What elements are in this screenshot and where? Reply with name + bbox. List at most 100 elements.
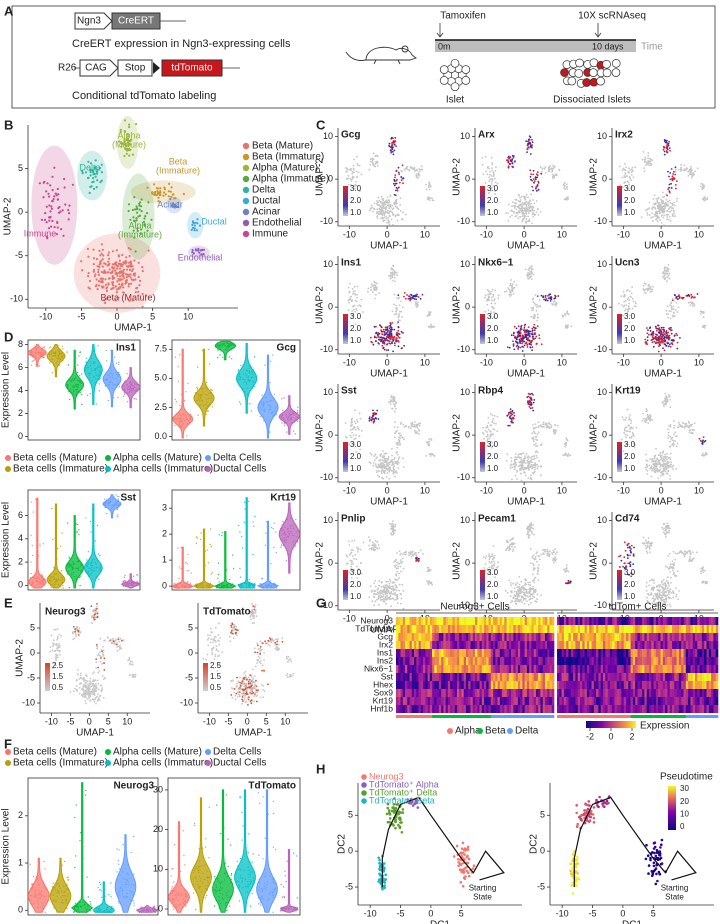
cell-point	[518, 330, 520, 333]
cell-point	[61, 209, 64, 212]
cell-point	[115, 291, 119, 294]
y-tick-label: -10	[457, 472, 470, 482]
cell-point	[622, 167, 625, 170]
cell-point	[98, 265, 101, 269]
cell-point	[675, 445, 678, 448]
cell-point	[397, 567, 399, 570]
cell-point	[84, 171, 88, 174]
cell-point	[129, 143, 132, 146]
cell-point	[401, 561, 404, 563]
cell-point	[535, 335, 538, 338]
cell-point	[513, 205, 515, 207]
colorbar	[617, 186, 622, 216]
cell-point	[652, 330, 655, 333]
cell-point	[163, 186, 166, 189]
cell-point	[532, 554, 535, 556]
cell-point	[535, 306, 538, 309]
cell-point	[67, 218, 70, 221]
cell-point	[663, 273, 665, 275]
cell-point	[620, 438, 623, 441]
cell-point	[652, 345, 655, 348]
cell-point	[663, 343, 666, 345]
cell-point	[620, 295, 623, 297]
cell-point	[347, 183, 350, 186]
y-tick-label: -10	[457, 216, 470, 226]
cell-point	[485, 170, 488, 173]
cell-point	[701, 310, 703, 313]
cell-point	[391, 458, 393, 461]
cell-point	[355, 558, 358, 561]
cell-point	[490, 302, 493, 305]
cell-point	[120, 265, 124, 268]
cell-point	[662, 148, 665, 151]
cell	[602, 68, 612, 78]
cell-point	[394, 176, 396, 179]
cell-point	[106, 271, 109, 274]
cell-point	[554, 174, 557, 177]
cell-point	[701, 454, 703, 456]
cell-point	[689, 429, 692, 431]
cell-point	[50, 205, 53, 208]
cell-point	[142, 220, 146, 224]
cell-point	[549, 164, 552, 167]
cell-point	[379, 324, 381, 327]
cell-point	[390, 598, 392, 600]
cell-point	[628, 184, 631, 186]
cell-point	[667, 200, 669, 203]
cell-point	[508, 293, 511, 296]
cell-point	[400, 421, 402, 424]
cell-point	[514, 456, 517, 459]
cell-point	[135, 123, 138, 126]
cell-point	[487, 416, 490, 419]
cell-point	[529, 142, 531, 145]
cell-point	[523, 327, 526, 329]
cell-point	[521, 345, 524, 348]
cell-point	[647, 329, 649, 331]
cell-point	[509, 156, 512, 159]
cell-point	[387, 217, 389, 219]
cell-point	[647, 162, 649, 164]
cell-point	[649, 160, 652, 163]
cell-point	[520, 327, 522, 330]
cell-point	[629, 426, 632, 429]
cell-point	[655, 329, 658, 332]
cell-point	[508, 288, 511, 291]
cell-point	[507, 212, 509, 215]
cell-point	[535, 552, 538, 555]
cell-point	[673, 433, 675, 435]
cell	[450, 82, 460, 92]
cell-point	[561, 314, 564, 317]
cell-point	[520, 326, 522, 328]
cell-point	[553, 428, 555, 431]
cell-point	[623, 431, 625, 434]
cell-point	[669, 178, 672, 181]
cell-point	[669, 452, 672, 455]
cell-point	[354, 293, 357, 296]
cell-point	[117, 296, 120, 299]
cell-point	[131, 269, 134, 273]
x-tick-label: 0	[522, 229, 527, 239]
gene-label: Ucn3	[615, 258, 640, 269]
cell-point	[430, 323, 432, 326]
cell-point	[531, 329, 534, 332]
cell-point	[534, 337, 537, 340]
cell-point	[556, 424, 559, 427]
cell-point	[687, 420, 690, 423]
cell-point	[532, 394, 534, 396]
cell-point	[128, 154, 131, 157]
cell-point	[505, 290, 508, 293]
cell-point	[647, 164, 650, 166]
cell-point	[67, 208, 70, 212]
cell-point	[384, 584, 387, 587]
cell-point	[394, 339, 397, 341]
cell-point	[494, 193, 496, 196]
cell-point	[349, 297, 351, 300]
cell-point	[368, 209, 371, 212]
cell-point	[118, 267, 122, 270]
cell-point	[516, 581, 519, 584]
cell-point	[661, 210, 663, 212]
cell-point	[162, 191, 166, 194]
cell-point	[131, 208, 134, 212]
cell-point	[527, 395, 530, 398]
cell-point	[691, 295, 694, 298]
